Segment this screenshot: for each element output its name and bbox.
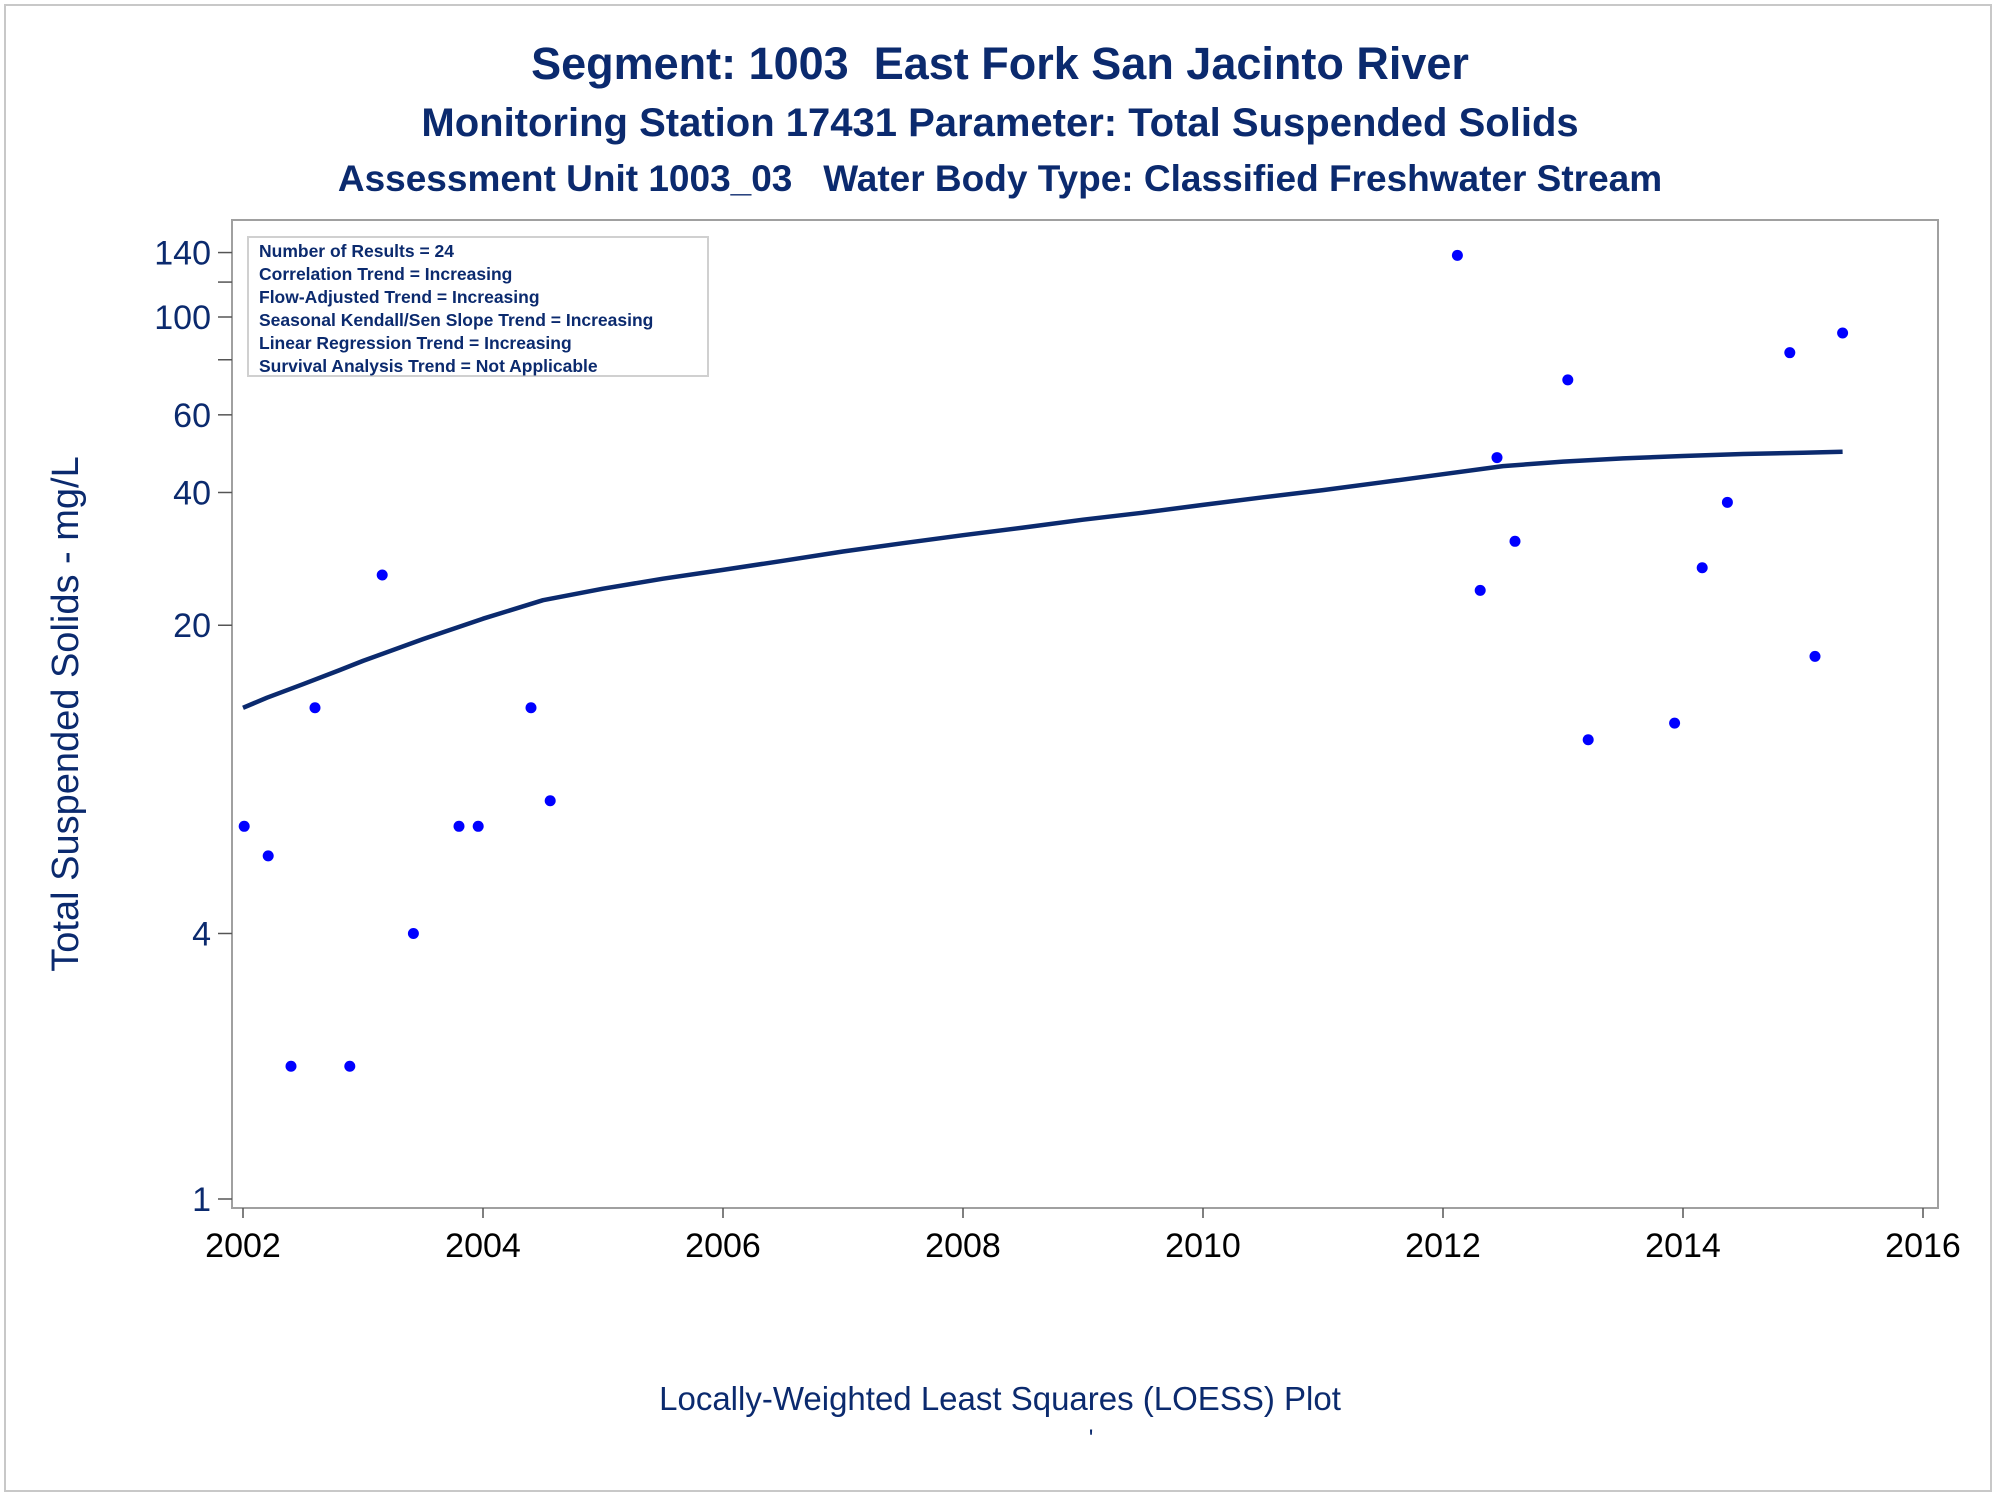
data-point <box>1582 734 1594 746</box>
data-point <box>1721 496 1733 508</box>
y-tick-label: 40 <box>173 474 211 512</box>
data-point <box>1669 717 1681 729</box>
data-point <box>344 1060 356 1072</box>
y-axis-label: Total Suspended Solids - mg/L <box>45 456 87 971</box>
data-point <box>453 820 465 832</box>
chart-subtitle-station: Monitoring Station 17431 Parameter: Tota… <box>421 101 1579 145</box>
chart-title: Segment: 1003 East Fork San Jacinto Rive… <box>531 38 1469 89</box>
data-point <box>1809 650 1821 662</box>
data-point <box>238 820 250 832</box>
y-tick-label: 1 <box>192 1181 211 1219</box>
x-tick-label: 2014 <box>1645 1227 1721 1265</box>
data-point <box>525 702 537 714</box>
y-tick-label: 100 <box>154 299 211 337</box>
stat-survival-analysis-trend: Survival Analysis Trend = Not Applicable <box>259 356 598 376</box>
stats-legend-box: Number of Results = 24 Correlation Trend… <box>247 236 709 377</box>
chart-footnote: Locally-Weighted Least Squares (LOESS) P… <box>659 1380 1341 1417</box>
x-tick-label: 2016 <box>1885 1227 1961 1265</box>
x-tick-label: 2002 <box>205 1227 281 1265</box>
data-point <box>1837 327 1849 339</box>
footnote-mark: ' <box>1089 1425 1094 1452</box>
data-point <box>1491 452 1503 464</box>
plot-area <box>231 219 1939 1209</box>
x-tick-label: 2012 <box>1405 1227 1481 1265</box>
data-point <box>1562 374 1574 386</box>
data-point <box>1696 562 1708 574</box>
stat-number-of-results: Number of Results = 24 <box>259 241 454 261</box>
stat-correlation-trend: Correlation Trend = Increasing <box>259 264 513 284</box>
y-tick-label: 60 <box>173 397 211 435</box>
data-point <box>285 1060 297 1072</box>
data-point <box>1451 249 1463 261</box>
stat-seasonal-kendall-trend: Seasonal Kendall/Sen Slope Trend = Incre… <box>259 310 654 330</box>
loess-line <box>242 449 1843 710</box>
x-tick-label: 2010 <box>1165 1227 1241 1265</box>
y-tick-label: 20 <box>173 607 211 645</box>
x-tick-label: 2008 <box>925 1227 1001 1265</box>
y-tick-label: 4 <box>192 915 211 953</box>
y-tick-label: 140 <box>154 235 211 273</box>
x-tick-label: 2006 <box>685 1227 761 1265</box>
data-point <box>376 569 388 581</box>
x-tick-label: 2004 <box>445 1227 521 1265</box>
data-point <box>262 850 274 862</box>
data-point <box>309 702 321 714</box>
data-point <box>544 795 556 807</box>
data-point <box>1509 535 1521 547</box>
chart-subtitle-assessment: Assessment Unit 1003_03 Water Body Type:… <box>337 158 1663 199</box>
data-point <box>1474 584 1486 596</box>
data-point <box>1784 347 1796 359</box>
stat-linear-regression-trend: Linear Regression Trend = Increasing <box>259 333 572 353</box>
stat-flow-adjusted-trend: Flow-Adjusted Trend = Increasing <box>259 287 540 307</box>
data-point <box>472 820 484 832</box>
data-point <box>407 927 419 939</box>
